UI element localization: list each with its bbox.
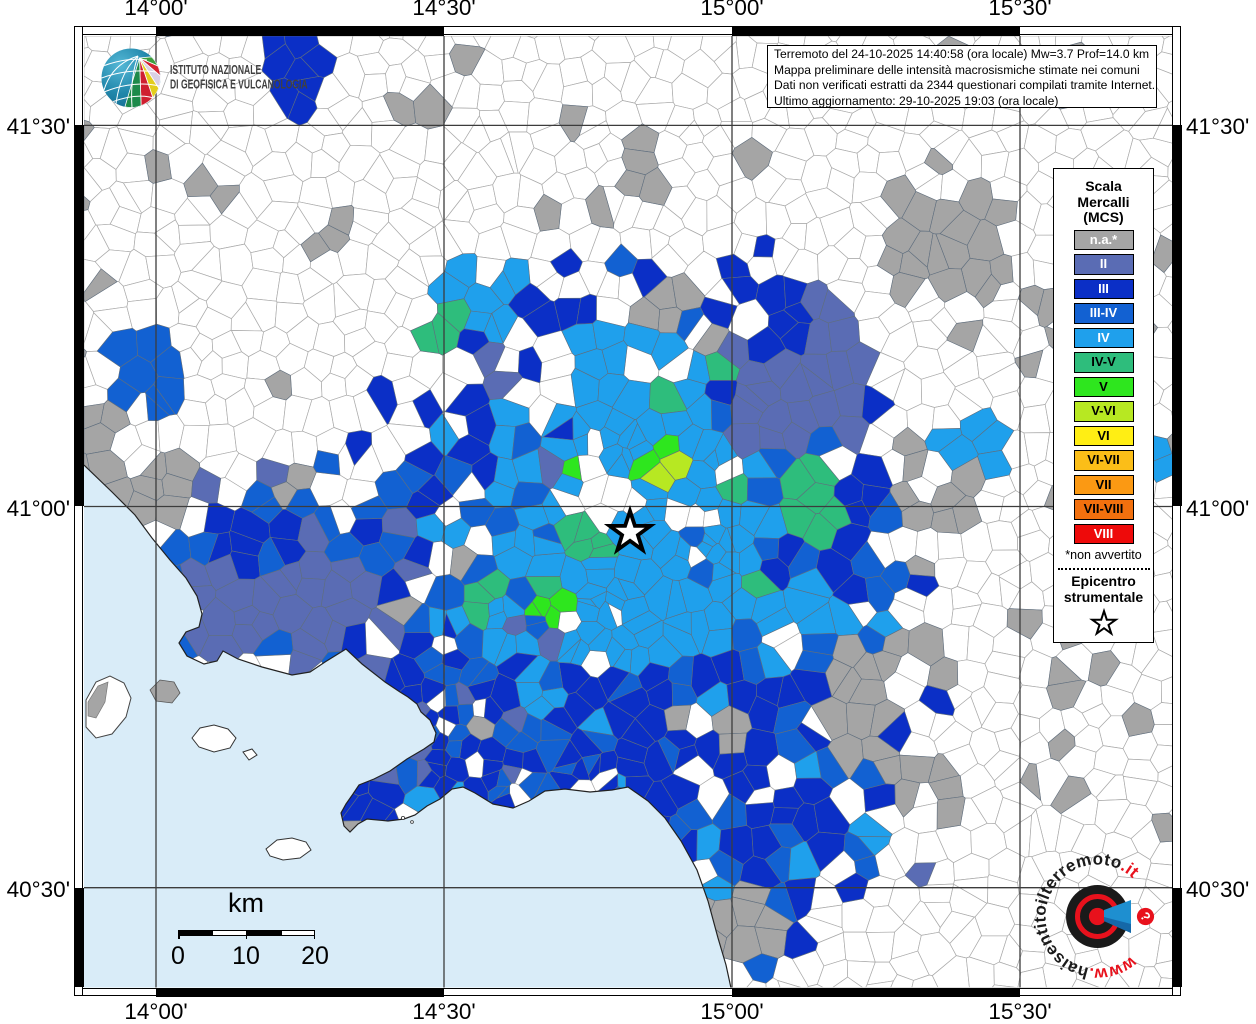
svg-text:DI GEOFISICA E VULCANOLOGIA: DI GEOFISICA E VULCANOLOGIA (170, 78, 308, 92)
svg-text:ISTITUTO NAZIONALE: ISTITUTO NAZIONALE (170, 63, 261, 77)
